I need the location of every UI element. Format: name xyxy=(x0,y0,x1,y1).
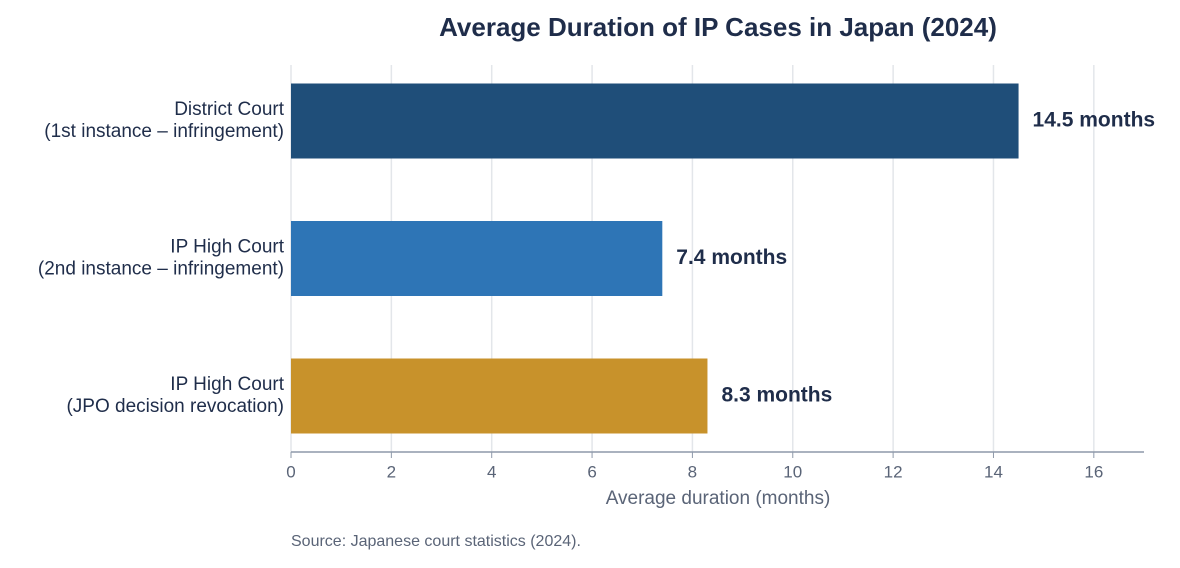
x-tick-label: 10 xyxy=(783,462,802,481)
value-label: 8.3 months xyxy=(721,384,832,407)
y-tick-label: (2nd instance – infringement) xyxy=(38,259,284,280)
y-tick-label: IP High Court xyxy=(170,237,284,258)
bar xyxy=(291,83,1019,159)
value-label: 7.4 months xyxy=(676,246,787,269)
bar xyxy=(291,221,663,296)
y-tick-label: (JPO decision revocation) xyxy=(66,396,284,417)
bar xyxy=(291,358,708,434)
x-tick-label: 6 xyxy=(587,462,596,481)
x-tick-label: 12 xyxy=(884,462,903,481)
x-tick-label: 0 xyxy=(286,462,295,481)
x-axis-label: Average duration (months) xyxy=(606,488,831,509)
source-note: Source: Japanese court statistics (2024)… xyxy=(291,533,581,550)
value-label: 14.5 months xyxy=(1033,109,1156,132)
x-tick-label: 16 xyxy=(1084,462,1103,481)
x-tick-label: 4 xyxy=(487,462,496,481)
x-tick-label: 2 xyxy=(387,462,396,481)
x-tick-label: 14 xyxy=(984,462,1003,481)
y-tick-label: District Court xyxy=(174,99,285,120)
x-tick-label: 8 xyxy=(688,462,697,481)
y-tick-label: IP High Court xyxy=(170,374,284,395)
chart-title: Average Duration of IP Cases in Japan (2… xyxy=(439,12,997,42)
y-tick-label: (1st instance – infringement) xyxy=(44,121,284,142)
